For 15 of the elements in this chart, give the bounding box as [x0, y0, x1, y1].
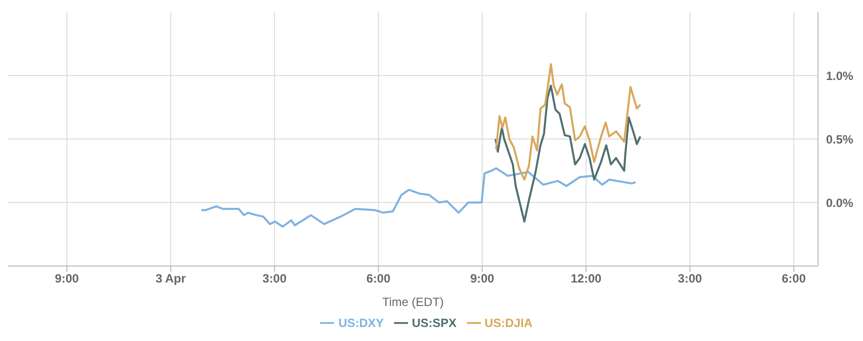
x-tick-label: 9:00: [470, 272, 495, 286]
x-tick-label: 6:00: [366, 272, 391, 286]
x-tick-label: 3:00: [678, 272, 702, 286]
x-tick-label: 3 Apr: [156, 272, 186, 286]
x-tick-label: 12:00: [570, 272, 602, 286]
legend-label: US:SPX: [412, 316, 456, 330]
y-tick-label: 0.5%: [826, 132, 854, 146]
legend-label: US:DJIA: [484, 316, 533, 330]
x-tick-label: 9:00: [54, 272, 80, 286]
x-tick-label: 3:00: [262, 272, 287, 286]
x-tick-label: 6:00: [782, 272, 806, 286]
x-axis-title: Time (EDT): [382, 295, 444, 309]
y-tick-label: 0.0%: [826, 196, 854, 210]
y-tick-label: 1.0%: [826, 68, 854, 83]
legend-label: US:DXY: [338, 316, 384, 330]
